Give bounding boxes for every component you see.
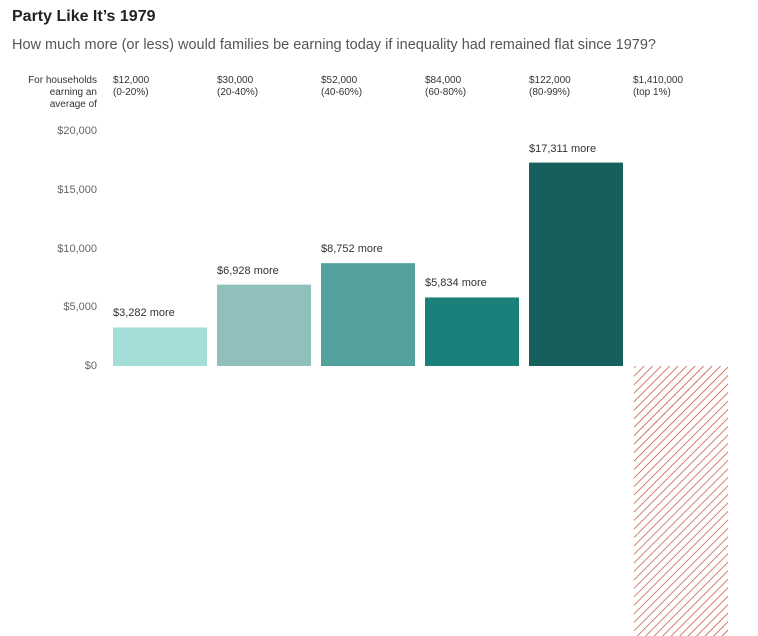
- column-group: (80-99%): [529, 87, 571, 98]
- bar: [217, 284, 311, 366]
- column-group: (0-20%): [113, 87, 149, 98]
- y-tick-label: $10,000: [57, 243, 97, 255]
- bar: [529, 162, 623, 366]
- y-tick-label: $5,000: [63, 301, 97, 313]
- column-income: $12,000: [113, 75, 150, 86]
- y-tick-label: $20,000: [57, 125, 97, 137]
- column-group: (20-40%): [217, 87, 259, 98]
- bar-value-label: $6,928 more: [217, 264, 279, 277]
- y-tick-label: $15,000: [57, 184, 97, 196]
- bar-negative-top1: [634, 366, 728, 636]
- row-header-line-2: earning an: [49, 87, 97, 98]
- column-header-q1: $12,000 (0-20%): [113, 75, 149, 99]
- column-header-q3: $52,000 (40-60%): [321, 75, 362, 99]
- column-header-q4: $84,000 (60-80%): [425, 75, 466, 99]
- bar: [425, 297, 519, 366]
- column-income: $122,000: [529, 75, 571, 86]
- bar: [321, 263, 415, 366]
- column-header-q5: $122,000 (80-99%): [529, 75, 571, 99]
- column-header-q2: $30,000 (20-40%): [217, 75, 258, 99]
- column-group: (40-60%): [321, 87, 363, 98]
- column-group: (top 1%): [633, 87, 671, 98]
- y-tick-label: $0: [84, 360, 97, 372]
- bar-value-label: $3,282 more: [113, 307, 175, 320]
- column-income: $52,000: [321, 75, 358, 86]
- row-header-line-3: average of: [49, 99, 97, 110]
- column-income: $30,000: [217, 75, 254, 86]
- bar-value-label: $17,311 more: [529, 142, 597, 155]
- chart-title: Party Like It’s 1979: [12, 8, 156, 25]
- column-header-top1: $1,410,000 (top 1%): [633, 75, 683, 99]
- bar-value-label: $5,834 more: [425, 277, 487, 290]
- row-header-label: For households earning an average of: [8, 75, 97, 111]
- chart-subtitle: How much more (or less) would families b…: [12, 37, 656, 53]
- row-header-line-1: For households: [28, 75, 97, 86]
- column-income: $1,410,000: [633, 75, 684, 86]
- column-group: (60-80%): [425, 87, 467, 98]
- bar-value-label: $8,752 more: [321, 243, 383, 256]
- column-income: $84,000: [425, 75, 462, 86]
- bar: [113, 327, 207, 366]
